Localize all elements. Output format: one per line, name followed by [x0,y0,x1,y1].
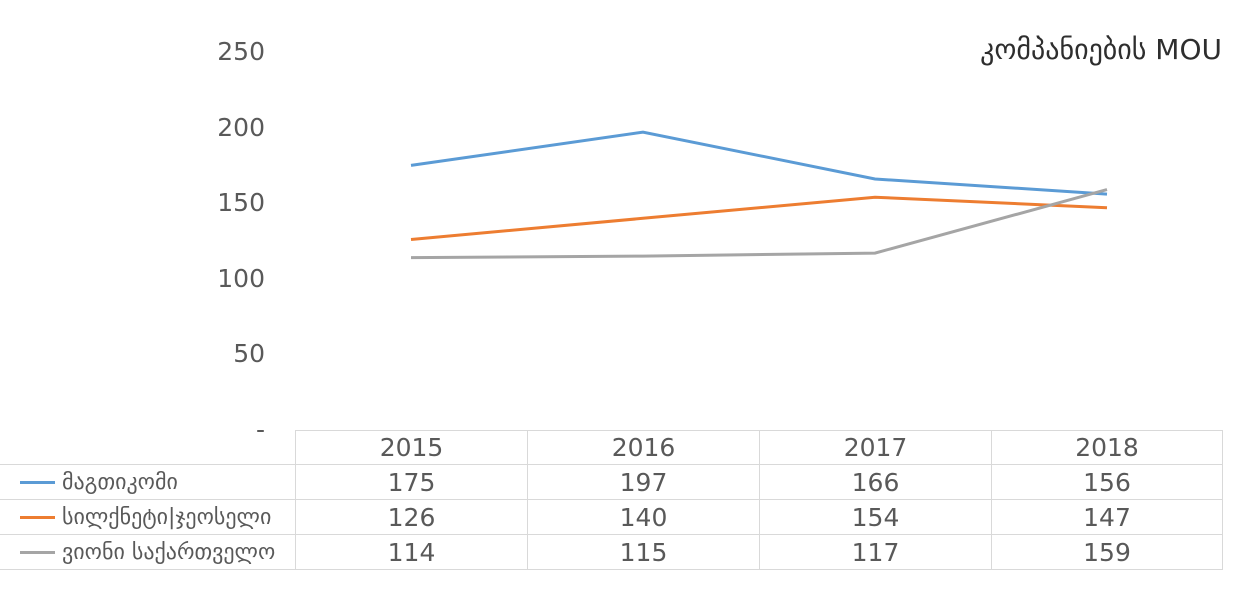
table-cell-value: 140 [527,500,759,535]
y-axis-tick-label: 150 [217,188,265,218]
legend-line-swatch [20,550,55,554]
table-cell-value: 126 [295,500,527,535]
series-line-0 [410,130,1108,196]
legend-item: ვიონი საქართველო [0,535,295,570]
table-cell-value: 114 [295,535,527,570]
legend-label: მაგთიკომი [62,469,178,495]
table-cell-value: 117 [759,535,991,570]
table-cell-value: 197 [527,465,759,500]
legend-line-swatch [20,480,55,484]
data-table: 2015 2016 2017 2018 მაგთიკომი 175 197 166 156 სილ… [0,430,1223,570]
legend-item: მაგთიკომი [0,465,295,500]
y-axis-tick-label: 100 [217,263,265,293]
table-cell-value: 147 [991,500,1223,535]
table-cell-value: 156 [991,465,1223,500]
table-cell-value: 175 [295,465,527,500]
series-line-1 [410,195,1108,241]
y-axis-tick-label: - [255,415,265,444]
legend-line-swatch [20,515,55,519]
chart-title: კომპანიების MOU [980,33,1222,66]
table-header-year: 2017 [759,430,991,465]
legend-item: სილქნეტი|ჯეოსელი [0,500,295,535]
table-cell-value: 154 [759,500,991,535]
legend-label: ვიონი საქართველო [62,539,276,565]
table-header-year: 2018 [991,430,1223,465]
table-corner-cell [0,430,295,465]
y-axis-tick-label: 50 [233,339,265,369]
table-cell-value: 159 [991,535,1223,570]
table-cell-value: 115 [527,535,759,570]
legend-label: სილქნეტი|ჯეოსელი [62,504,272,530]
y-axis: 250 200 150 100 50 - [0,0,270,470]
y-axis-tick-label: 250 [217,37,265,66]
series-line-2 [410,188,1108,260]
table-header-year: 2015 [295,430,527,465]
table-header-year: 2016 [527,430,759,465]
y-axis-tick-label: 200 [217,112,265,142]
table-cell-value: 166 [759,465,991,500]
